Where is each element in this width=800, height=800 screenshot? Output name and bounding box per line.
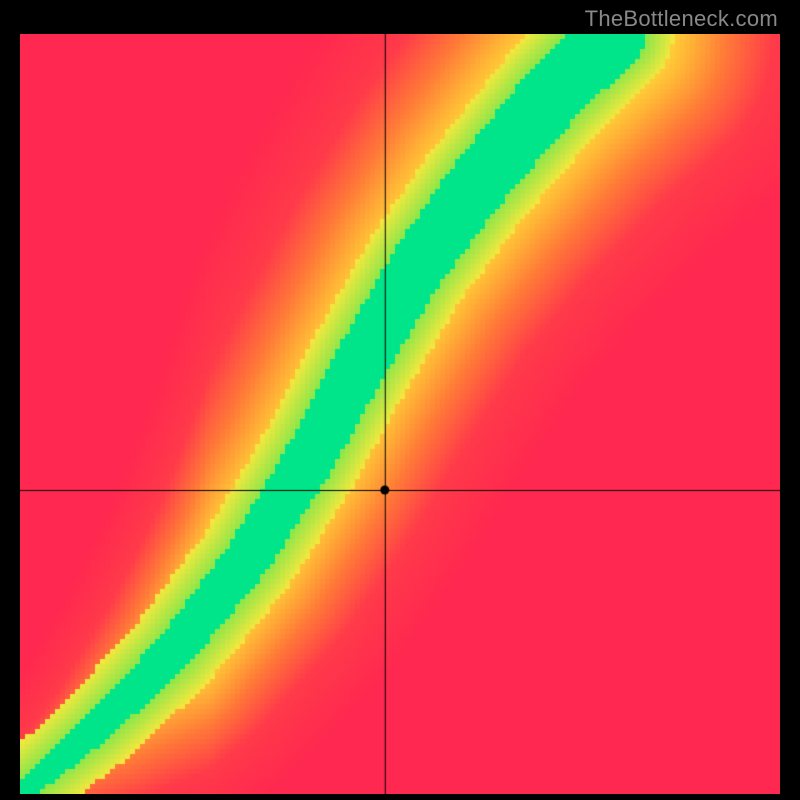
- watermark-text: TheBottleneck.com: [585, 6, 778, 32]
- chart-container: TheBottleneck.com: [0, 0, 800, 800]
- heatmap-canvas: [20, 34, 780, 794]
